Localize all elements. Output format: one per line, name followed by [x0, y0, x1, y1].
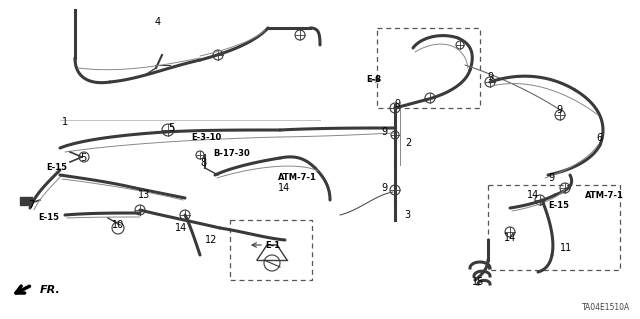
Text: 10: 10	[112, 220, 124, 230]
Text: E-15: E-15	[46, 164, 67, 173]
Text: ATM-7-1: ATM-7-1	[278, 174, 317, 182]
Bar	[377, 28, 480, 108]
Text: 13: 13	[138, 190, 150, 200]
Text: 11: 11	[560, 243, 572, 253]
Text: TA04E1510A: TA04E1510A	[582, 303, 630, 312]
Text: 4: 4	[155, 17, 161, 27]
Text: E-15: E-15	[548, 201, 569, 210]
Text: 15: 15	[472, 277, 484, 287]
Text: 5: 5	[168, 123, 174, 133]
Text: 8: 8	[200, 158, 206, 168]
Text: 12: 12	[205, 235, 218, 245]
Text: 14: 14	[527, 190, 540, 200]
Text: 1: 1	[62, 117, 68, 127]
Bar	[230, 220, 312, 280]
Text: ATM-7-1: ATM-7-1	[585, 190, 624, 199]
Text: 9: 9	[381, 127, 387, 137]
Text: E-8: E-8	[366, 76, 381, 85]
Text: 9: 9	[487, 72, 493, 82]
Text: 6: 6	[596, 133, 602, 143]
Text: 2: 2	[405, 138, 412, 148]
Text: B-17-30: B-17-30	[213, 149, 250, 158]
Text: E-1: E-1	[265, 241, 280, 249]
Text: E-15: E-15	[38, 213, 59, 222]
Text: 14: 14	[175, 223, 188, 233]
Bar	[20, 197, 32, 205]
Text: 14: 14	[504, 233, 516, 243]
Text: 5: 5	[80, 153, 86, 163]
Text: 9: 9	[394, 99, 400, 109]
Bar	[488, 185, 620, 270]
Text: 3: 3	[404, 210, 410, 220]
Text: E-3-10: E-3-10	[191, 133, 221, 143]
Text: 7: 7	[28, 200, 35, 210]
Text: 9: 9	[381, 183, 387, 193]
Text: 14: 14	[278, 183, 291, 193]
Text: FR.: FR.	[40, 285, 61, 295]
Text: 9: 9	[556, 105, 562, 115]
Text: 9: 9	[548, 173, 554, 183]
